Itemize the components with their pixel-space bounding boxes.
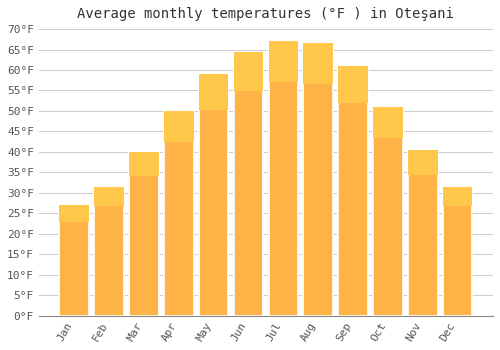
Bar <box>268 41 298 83</box>
Bar <box>94 187 124 206</box>
Bar <box>234 51 264 91</box>
Bar <box>338 66 368 316</box>
Bar <box>338 66 368 103</box>
Bar <box>129 152 159 176</box>
Bar <box>164 111 194 142</box>
Bar <box>94 187 124 316</box>
Bar <box>199 74 228 316</box>
Bar <box>199 74 228 110</box>
Bar <box>443 187 472 316</box>
Bar <box>408 150 438 175</box>
Bar <box>60 205 89 316</box>
Bar <box>268 41 298 316</box>
Bar <box>373 107 402 138</box>
Bar <box>129 152 159 316</box>
Bar <box>60 205 89 222</box>
Bar <box>408 150 438 316</box>
Bar <box>164 111 194 316</box>
Title: Average monthly temperatures (°F ) in Oteşani: Average monthly temperatures (°F ) in Ot… <box>78 7 454 21</box>
Bar <box>443 187 472 206</box>
Bar <box>304 43 333 316</box>
Bar <box>373 107 402 316</box>
Bar <box>304 43 333 84</box>
Bar <box>234 51 264 316</box>
